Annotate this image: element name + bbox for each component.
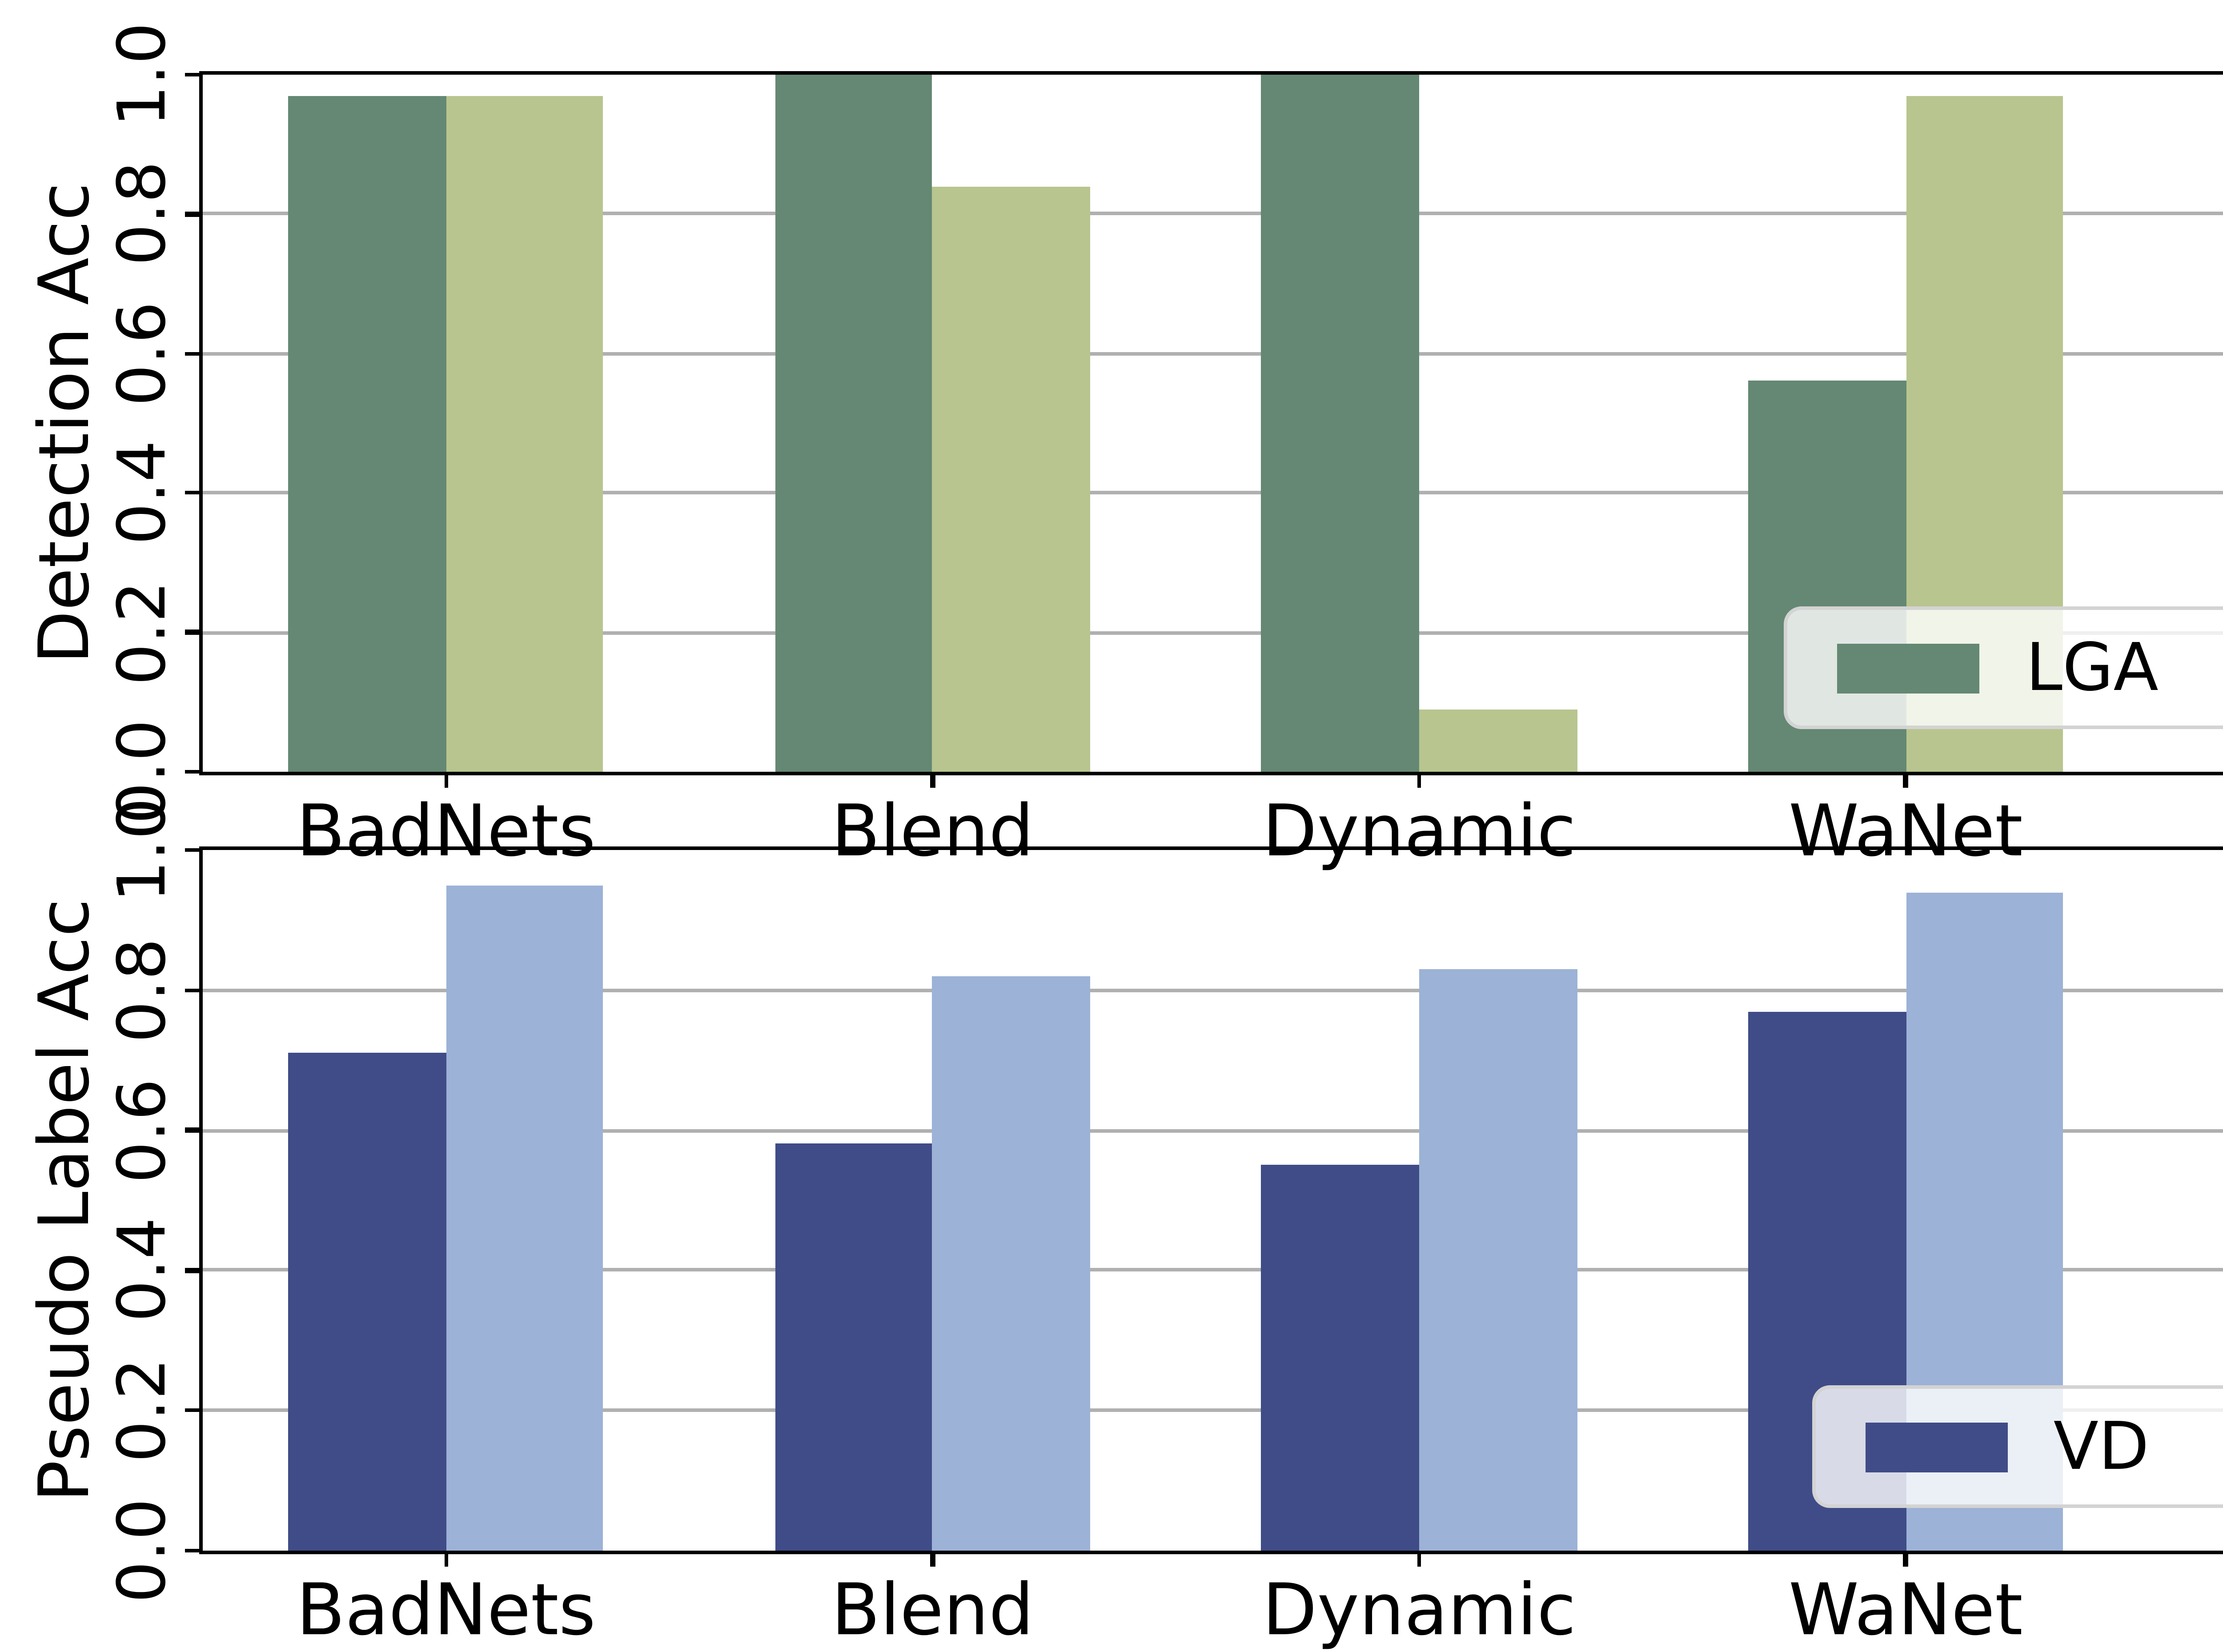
x-tick-mark: [930, 772, 935, 788]
legend-label-vd: VD: [2053, 1408, 2149, 1485]
legend-swatch-vd: [1865, 1422, 2007, 1472]
x-tick-label-blend: Blend: [831, 1570, 1034, 1652]
bar-nc-dynamic: [1419, 969, 1577, 1551]
y-tick-label: 0.4: [104, 441, 181, 545]
bar-ln-blend: [932, 186, 1091, 772]
bar-vd-dynamic: [1261, 1165, 1419, 1551]
y-tick-mark: [185, 72, 199, 77]
y-tick-mark: [185, 351, 199, 356]
x-tick-mark: [930, 1551, 935, 1567]
gridline: [203, 212, 2223, 216]
gridline: [203, 1268, 2223, 1272]
y-tick-mark: [185, 1128, 199, 1133]
y-tick-mark: [185, 490, 199, 495]
y-tick-mark: [185, 630, 199, 635]
y-tick-label: 0.8: [104, 938, 181, 1043]
y-tick-label: 0.8: [104, 161, 181, 267]
bar-nc-badnets: [446, 885, 604, 1551]
y-tick-label: 1.0: [104, 798, 181, 902]
y-tick-label: 0.6: [104, 301, 181, 406]
y-tick-mark: [185, 1548, 199, 1553]
y-tick-label: 0.0: [104, 1498, 181, 1603]
x-tick-label-badnets: BadNets: [296, 791, 596, 873]
y-tick-mark: [185, 848, 199, 852]
y-tick-mark: [185, 212, 199, 217]
x-tick-mark: [1903, 1551, 1908, 1567]
bar-ln-dynamic: [1419, 709, 1577, 772]
bar-vd-blend: [775, 1144, 933, 1551]
legend-swatch-lga: [1837, 643, 1980, 693]
legend-label-lga: LGA: [2026, 630, 2159, 706]
gridline: [203, 988, 2223, 992]
gridline: [203, 491, 2223, 495]
y-tick-label: 0.6: [104, 1078, 181, 1183]
y-tick-label: 0.2: [104, 580, 181, 685]
y-tick-mark: [185, 1408, 199, 1413]
y-axis-label-detection-acc: Detection Acc: [26, 182, 106, 664]
bar-lga-dynamic: [1261, 75, 1419, 772]
y-tick-label: 0.2: [104, 1358, 181, 1463]
y-tick-label: 0.4: [104, 1218, 181, 1323]
gridline: [203, 352, 2223, 356]
bar-lga-blend: [775, 75, 933, 772]
gridline: [203, 1408, 2223, 1412]
x-tick-label-wanet: WaNet: [1788, 791, 2023, 873]
y-tick-mark: [185, 770, 199, 774]
bar-ln-badnets: [446, 96, 604, 772]
x-tick-mark: [444, 772, 449, 788]
y-tick-label: 1.0: [104, 22, 181, 127]
plot-area-detection-acc: Detection Acc 0.0 0.2 0.4 0.6 0.8 1.0 BadNets B…: [26, 22, 2223, 871]
bar-vd-badnets: [288, 1053, 446, 1551]
bar-nc-blend: [932, 976, 1091, 1551]
x-tick-label-dynamic: Dynamic: [1262, 1570, 1576, 1652]
plot-area-pseudo-label-acc: Pseudo Label Acc 0.0 0.2 0.4 0.6 0.8 1.0 BadNe…: [26, 798, 2223, 1650]
x-tick-label-dynamic: Dynamic: [1262, 791, 1576, 873]
bar-lga-badnets: [288, 96, 446, 772]
figure: Detection Acc 0.0 0.2 0.4 0.6 0.8 1.0 BadNets B…: [26, 22, 2223, 1650]
legend-entry-vd: VD: [1865, 1414, 2149, 1480]
legend: LGALN: [1784, 606, 2223, 729]
x-tick-label-badnets: BadNets: [296, 1570, 596, 1652]
gridline: [203, 1128, 2223, 1132]
x-tick-label-wanet: WaNet: [1788, 1570, 2023, 1652]
x-tick-label-blend: Blend: [831, 791, 1034, 873]
legend-entry-lga: LGA: [1837, 630, 2159, 706]
x-tick-mark: [1417, 772, 1421, 788]
gridline: [203, 630, 2223, 634]
y-tick-mark: [185, 988, 199, 993]
y-axis-label-pseudo-label-acc: Pseudo Label Acc: [26, 898, 106, 1502]
x-tick-mark: [444, 1551, 449, 1567]
x-tick-mark: [1417, 1551, 1421, 1567]
x-tick-mark: [1903, 772, 1908, 788]
y-tick-mark: [185, 1268, 199, 1273]
legend: VDNC: [1811, 1385, 2223, 1508]
